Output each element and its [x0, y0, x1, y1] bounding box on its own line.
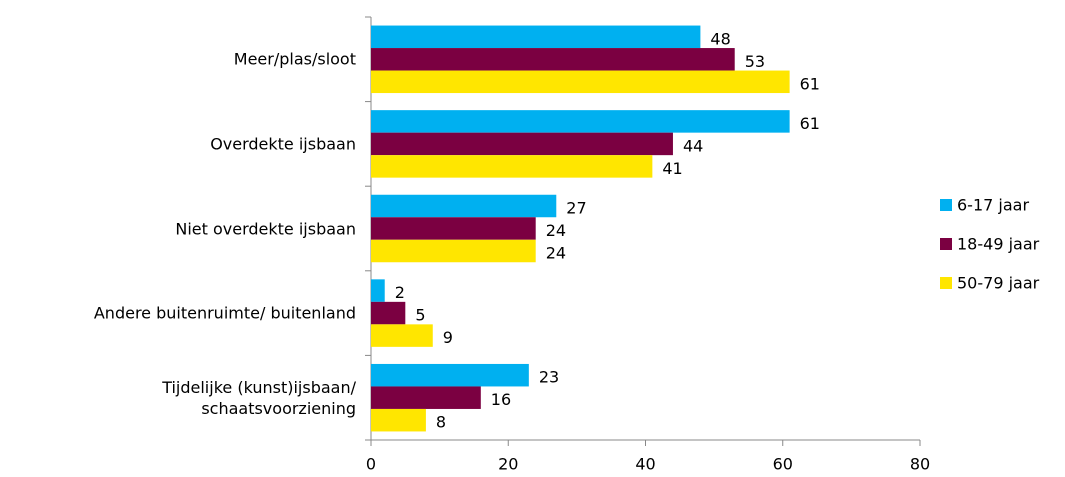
category-label: Tijdelijke (kunst)ijsbaan/ schaatsvoorzi… [162, 377, 356, 418]
value-label: 61 [800, 114, 820, 133]
category-label: Meer/plas/sloot [233, 49, 356, 69]
bar [371, 110, 790, 133]
bar [371, 301, 406, 325]
value-label: 2 [395, 283, 405, 302]
value-label: 23 [539, 368, 559, 387]
legend-label: 50-79 jaar [957, 274, 1040, 293]
legend-label: 6-17 jaar [957, 196, 1029, 215]
x-tick-label: 0 [366, 455, 376, 474]
category-label: Niet overdekte ijsbaan [175, 219, 356, 238]
value-label: 5 [415, 306, 425, 325]
value-label: 9 [443, 328, 453, 347]
value-label: 27 [566, 199, 586, 218]
value-label: 24 [546, 244, 566, 263]
bar [371, 363, 529, 387]
bar [371, 408, 426, 432]
bar [371, 279, 385, 302]
bar [371, 132, 673, 156]
value-label: 8 [436, 413, 446, 432]
value-label: 53 [745, 52, 765, 71]
legend-label: 18-49 jaar [957, 235, 1040, 254]
legend-swatch [940, 277, 952, 289]
bar [371, 239, 536, 263]
category-label: Andere buitenruimte/ buitenland [93, 303, 356, 323]
x-tick-label: 40 [635, 455, 655, 474]
bar [371, 386, 481, 409]
bar [371, 25, 701, 49]
value-label: 24 [546, 221, 566, 240]
bar [371, 217, 536, 240]
x-tick-label: 20 [498, 455, 518, 474]
value-label: 44 [683, 136, 703, 155]
x-tick-label: 60 [773, 455, 793, 474]
value-label: 16 [491, 390, 511, 409]
bar [371, 194, 557, 218]
bar [371, 48, 735, 71]
legend-swatch [940, 238, 952, 250]
bar [371, 70, 790, 94]
x-tick-label: 80 [910, 455, 930, 474]
value-label: 61 [800, 74, 820, 93]
legend-swatch [940, 199, 952, 211]
value-label: 41 [662, 159, 682, 178]
category-label: Overdekte ijsbaan [210, 134, 356, 154]
value-label: 48 [710, 29, 730, 48]
bar [371, 155, 653, 178]
bar [371, 324, 433, 347]
